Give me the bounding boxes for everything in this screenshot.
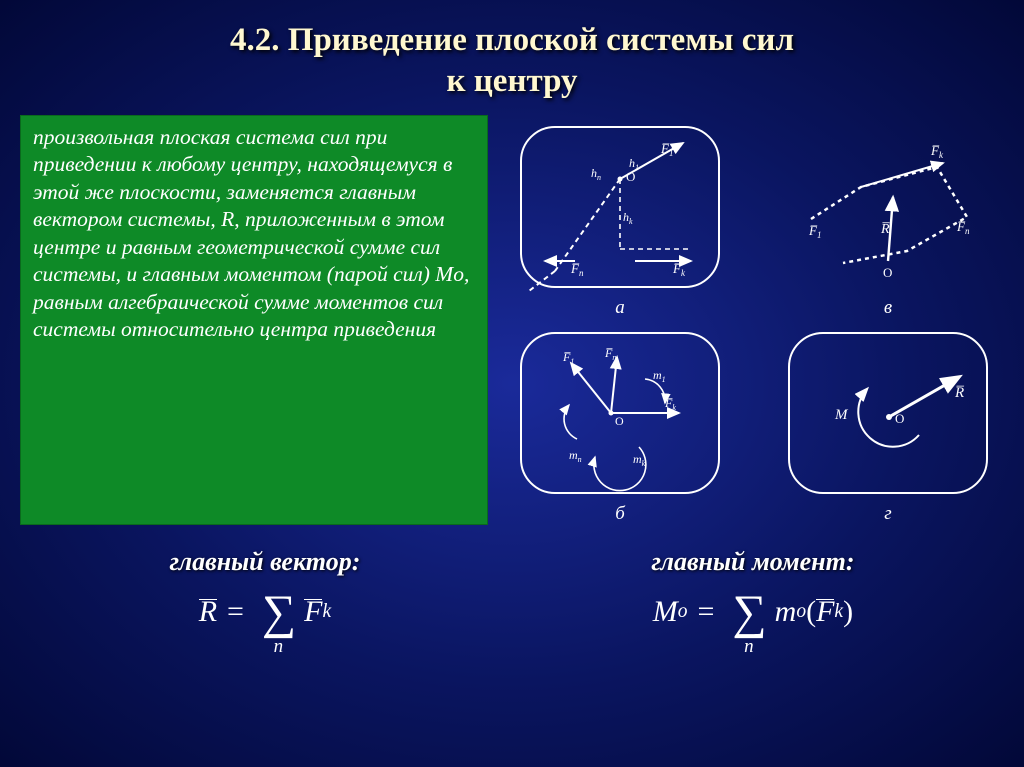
svg-text:F̅n: F̅n [604, 346, 616, 362]
theorem-text: произвольная плоская система сил при при… [33, 125, 469, 342]
svg-text:hn: hn [591, 166, 601, 182]
svg-text:R̅: R̅ [880, 222, 890, 237]
svg-text:F̅n: F̅n [570, 261, 584, 278]
svg-text:mn: mn [569, 448, 582, 464]
svg-text:M: M [834, 407, 849, 423]
panel-a: O F̅1 h1 F̅n hn hk [515, 121, 725, 293]
panel-b-label: б [615, 503, 625, 525]
svg-text:hk: hk [623, 210, 633, 226]
panel-g-label: г [884, 503, 891, 525]
svg-text:h1: h1 [629, 156, 639, 172]
svg-text:F̅1: F̅1 [660, 141, 673, 158]
svg-text:m1: m1 [653, 368, 666, 384]
svg-text:F̅1: F̅1 [562, 350, 574, 366]
svg-text:F̅k: F̅k [664, 396, 676, 412]
panel-b: O F̅1 F̅n F̅k m1 mk mn [515, 327, 725, 499]
svg-text:R̅: R̅ [954, 385, 965, 401]
svg-text:O: O [883, 265, 892, 280]
formula-moment: Mo = ∑n mo (Fk) [653, 585, 853, 640]
moment-heading: главный момент: [651, 547, 854, 577]
title-line1: 4.2. Приведение плоской системы сил [230, 22, 794, 58]
svg-text:F̅1: F̅1 [808, 223, 821, 240]
panel-a-label: а [615, 297, 625, 319]
diagram-grid: O F̅1 h1 F̅n hn hk [504, 115, 1004, 525]
panel-g: O R̅ M [783, 327, 993, 499]
svg-text:F̅n: F̅n [956, 219, 970, 236]
svg-text:F̅k: F̅k [672, 261, 686, 278]
svg-text:O: O [615, 414, 624, 428]
panel-v: F̅k F̅1 F̅n R̅ O [783, 121, 993, 293]
theorem-box: произвольная плоская система сил при при… [20, 115, 488, 525]
title-line2: к центру [447, 63, 578, 99]
page-title: 4.2. Приведение плоской системы сил к це… [0, 0, 1024, 115]
svg-text:F̅k: F̅k [930, 143, 944, 160]
formula-vector: R = ∑n Fk [199, 585, 331, 640]
vector-heading: главный вектор: [169, 547, 360, 577]
panel-v-label: в [884, 297, 892, 319]
